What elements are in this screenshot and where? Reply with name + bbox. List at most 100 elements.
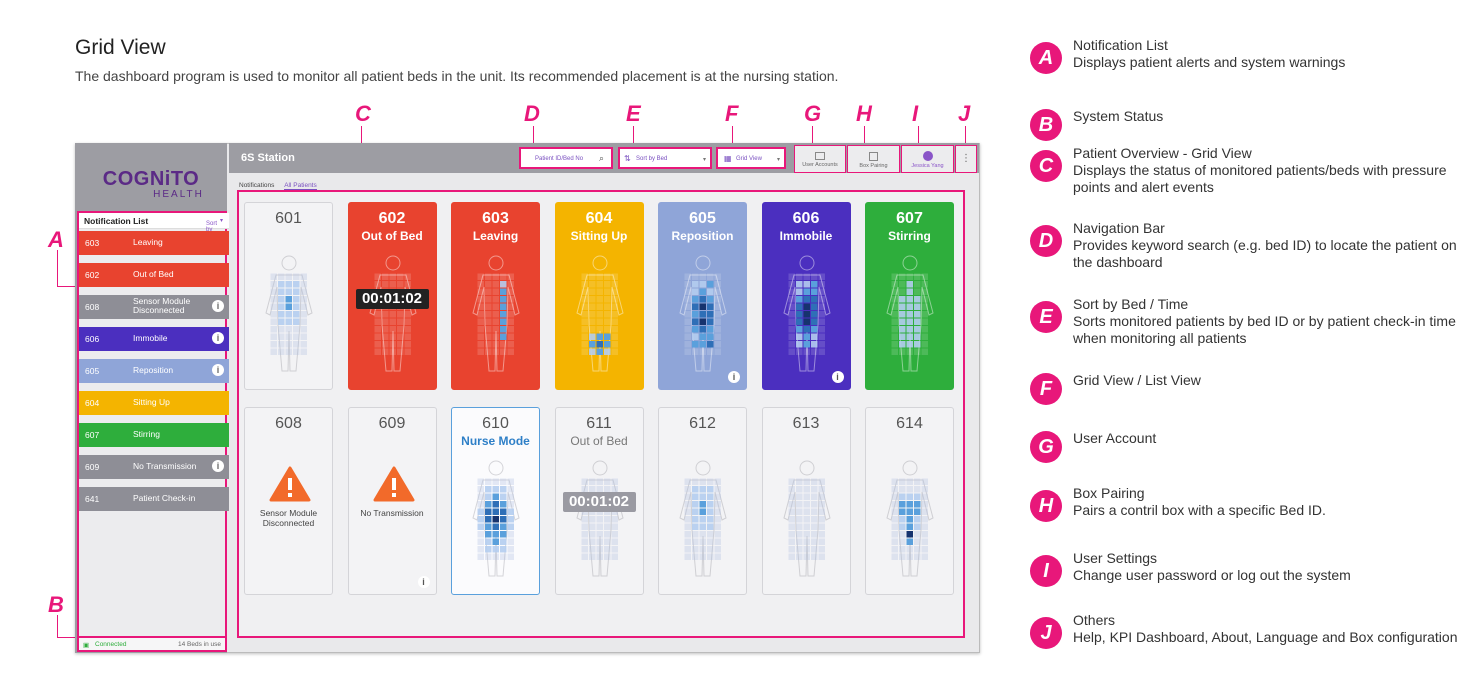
info-icon[interactable]: i xyxy=(212,364,224,376)
notification-bed: 603 xyxy=(85,238,100,248)
body-pressure-map xyxy=(679,460,727,577)
bed-number: 608 xyxy=(275,415,302,432)
callout-c: C xyxy=(355,101,371,126)
notification-item[interactable]: 607 Stirring xyxy=(79,423,229,447)
bed-number: 603 xyxy=(482,210,509,227)
bed-card[interactable]: 601 xyxy=(244,202,333,390)
bed-card[interactable]: 602 Out of Bed 00:01:02 xyxy=(347,202,437,390)
left-sidebar: COGNiTO HEALTH Notification List Sort by … xyxy=(75,143,229,653)
callout-i: I xyxy=(912,101,919,126)
bed-number: 606 xyxy=(792,210,820,227)
callout-f: F xyxy=(725,101,739,126)
notification-label: Reposition xyxy=(133,365,174,375)
bed-number: 602 xyxy=(378,210,406,227)
bed-card[interactable]: 609 No Transmission i xyxy=(347,407,437,595)
sort-by-bed-select[interactable]: ⇅ Sort by Bed ▾ xyxy=(618,147,712,169)
legend-letter: I xyxy=(1030,555,1062,587)
callout-b: B xyxy=(48,592,64,617)
bed-card[interactable]: 603 Leaving xyxy=(451,202,540,390)
bed-number: 604 xyxy=(585,210,613,227)
beds-in-use: 14 Beds in use xyxy=(177,641,221,648)
callout-h: H xyxy=(856,101,872,126)
tab-notifications[interactable]: Notifications xyxy=(239,182,275,189)
notification-label: Patient Check-in xyxy=(133,493,196,503)
legend-letter: H xyxy=(1030,490,1062,522)
bed-number: 607 xyxy=(896,210,923,227)
bed-card[interactable]: 611 Out of Bed 00:01:02 xyxy=(554,407,644,595)
bed-card[interactable]: 612 xyxy=(658,407,747,595)
connected-icon: ▣ xyxy=(83,642,90,649)
notification-item[interactable]: 609 No Transmission i xyxy=(79,455,229,479)
bed-number: 613 xyxy=(792,415,820,432)
info-icon[interactable]: i xyxy=(212,332,224,344)
legend-text: Patient Overview - Grid View Displays the… xyxy=(1073,145,1447,195)
bed-card[interactable]: 606 Immobile i xyxy=(761,202,851,390)
notification-item[interactable]: 603 Leaving xyxy=(79,231,229,255)
notification-bed: 604 xyxy=(85,398,100,408)
bed-status: Leaving xyxy=(472,229,519,243)
info-icon[interactable]: i xyxy=(831,371,844,383)
notification-item[interactable]: 605 Reposition i xyxy=(79,359,229,383)
bed-number: 601 xyxy=(275,210,302,227)
user-accounts-button[interactable]: User Accounts xyxy=(794,145,846,173)
elapsed-timer: 00:01:02 xyxy=(355,289,429,309)
legend-text: Grid View / List View xyxy=(1073,372,1201,388)
notification-item[interactable]: 606 Immobile i xyxy=(79,327,229,351)
connection-status: Connected xyxy=(95,641,127,648)
info-icon[interactable]: i xyxy=(212,300,224,312)
bed-card[interactable]: 614 xyxy=(865,407,954,595)
notification-item[interactable]: 604 Sitting Up xyxy=(79,391,229,415)
info-icon[interactable]: i xyxy=(728,371,740,383)
search-input[interactable]: Patient ID/Bed No ⌕ xyxy=(519,147,613,169)
patient-grid: 601 602 Out of Bed 00:01:02 603 Leaving 604… xyxy=(237,190,965,638)
tab-all-patients[interactable]: All Patients xyxy=(284,182,317,190)
notification-bed: 602 xyxy=(85,270,100,280)
body-pressure-map xyxy=(368,255,417,372)
top-bar: 6S Station Patient ID/Bed No ⌕ ⇅ Sort by… xyxy=(229,143,979,173)
notification-item[interactable]: 608 Sensor Module Disconnected i xyxy=(79,295,229,319)
bed-card[interactable]: 607 Stirring xyxy=(865,202,954,390)
callout-e: E xyxy=(626,101,641,126)
notification-bed: 641 xyxy=(85,494,100,504)
info-icon[interactable]: i xyxy=(212,460,224,472)
callout-j: J xyxy=(958,101,971,126)
notification-item[interactable]: 641 Patient Check-in xyxy=(79,487,229,511)
bed-number: 605 xyxy=(689,210,716,227)
legend-letter: A xyxy=(1030,42,1062,74)
notification-label: Out of Bed xyxy=(133,269,174,279)
notification-bed: 607 xyxy=(85,430,100,440)
bed-card[interactable]: 605 Reposition i xyxy=(658,202,747,390)
bed-number: 611 xyxy=(586,415,612,432)
bed-card[interactable]: 613 xyxy=(761,407,851,595)
bed-card[interactable]: 604 Sitting Up xyxy=(554,202,644,390)
chevron-down-icon: ▾ xyxy=(776,157,780,163)
body-pressure-map xyxy=(472,255,520,372)
bed-status: Reposition xyxy=(671,229,734,243)
cognito-logo: COGNiTO HEALTH xyxy=(102,168,204,200)
grid-view-select[interactable]: ▦ Grid View ▾ xyxy=(716,147,786,169)
legend-letter: F xyxy=(1030,373,1062,405)
bed-card[interactable]: 610 Nurse Mode xyxy=(451,407,540,595)
more-options-icon[interactable]: ⋮ xyxy=(955,145,977,173)
view-tabs: Notifications All Patients xyxy=(239,182,317,190)
user-settings-button[interactable]: Jessica Yang xyxy=(901,145,954,173)
legend-letter: B xyxy=(1030,109,1062,141)
warning-text: Sensor Module Disconnected xyxy=(259,508,318,528)
station-name: 6S Station xyxy=(241,152,295,164)
bed-card[interactable]: 608 Sensor Module Disconnected xyxy=(244,407,333,595)
notification-bed: 606 xyxy=(85,334,100,344)
info-icon[interactable]: i xyxy=(417,576,430,588)
page-description: The dashboard program is used to monitor… xyxy=(75,68,839,84)
legend-letter: D xyxy=(1030,225,1062,257)
page-title: Grid View xyxy=(75,36,166,59)
box-pairing-icon xyxy=(869,152,878,161)
sort-by-dropdown[interactable]: Sort by ▾ xyxy=(205,218,223,233)
box-pairing-button[interactable]: Box Pairing xyxy=(847,145,900,173)
bed-status: Out of Bed xyxy=(361,229,423,243)
notification-item[interactable]: 602 Out of Bed xyxy=(79,263,229,287)
legend-text: Others Help, KPI Dashboard, About, Langua… xyxy=(1073,612,1458,645)
notification-label: No Transmission xyxy=(133,461,197,471)
bed-number: 612 xyxy=(689,415,716,432)
legend-text: Box Pairing Pairs a contril box with a sp… xyxy=(1073,485,1326,518)
notification-label: Immobile xyxy=(133,333,168,343)
